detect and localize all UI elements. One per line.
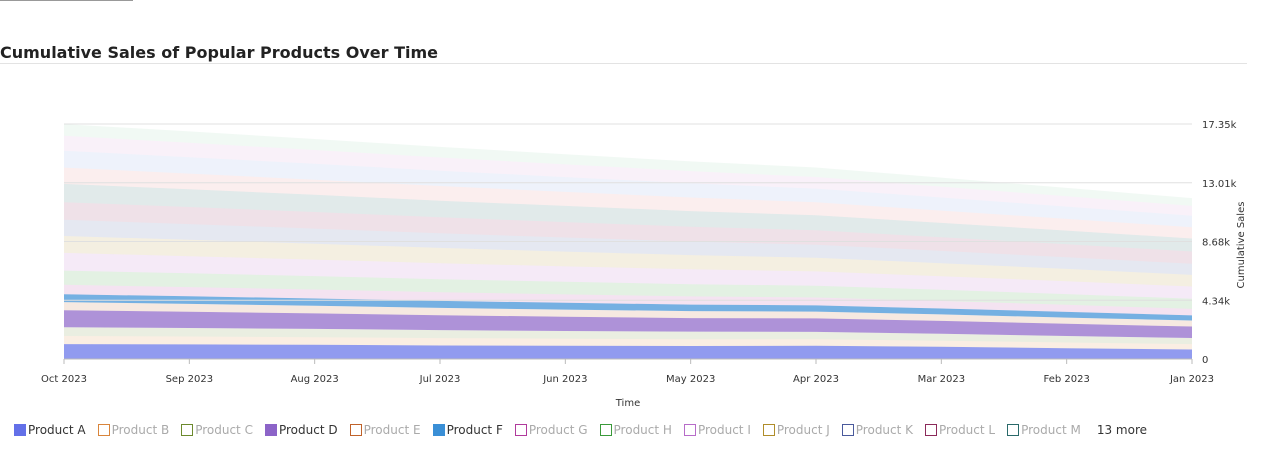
legend-more-button[interactable]: 13 more — [1096, 423, 1147, 437]
legend-swatch — [97, 424, 110, 436]
legend-swatch — [349, 424, 362, 436]
legend-item-product-l[interactable]: Product L — [925, 423, 995, 437]
chart-title: Cumulative Sales of Popular Products Ove… — [0, 43, 438, 62]
legend-label: Product L — [939, 423, 996, 437]
x-tick-label: Mar 2023 — [918, 374, 966, 385]
area-series-product-c[interactable] — [64, 327, 1192, 345]
legend-swatch — [181, 424, 194, 436]
series-areas — [64, 124, 1192, 359]
x-axis: Oct 2023 Sep 2023 Aug 2023 Jul 2023 Jun 2023… — [41, 358, 1214, 385]
legend-label: Product F — [446, 423, 503, 437]
legend-item-product-j[interactable]: Product J — [762, 423, 830, 437]
legend-item-product-b[interactable]: Product B — [97, 423, 170, 437]
area-series-product-f[interactable] — [64, 294, 1192, 321]
legend-label: Product K — [855, 423, 914, 437]
legend-label: Product C — [195, 423, 253, 437]
legend-label: Product M — [1021, 423, 1081, 437]
legend-swatch — [925, 424, 938, 436]
legend-item-product-a[interactable]: Product A — [14, 423, 86, 437]
legend-item-product-h[interactable]: Product H — [599, 423, 672, 437]
legend-swatch — [683, 424, 696, 436]
x-tick-label: Oct 2023 — [41, 374, 87, 385]
legend-swatch — [1007, 424, 1020, 436]
x-axis-label: Time — [615, 398, 640, 409]
area-series-extra-14[interactable] — [64, 150, 1192, 228]
x-tick-label: Jun 2023 — [542, 374, 587, 385]
legend-label: Product J — [776, 423, 830, 437]
area-series-product-k[interactable] — [64, 219, 1192, 275]
y-tick-label: 17.35k — [1202, 120, 1237, 131]
area-series-product-d[interactable] — [64, 310, 1192, 338]
y-tick-label: 0 — [1202, 355, 1208, 366]
area-series-product-j[interactable] — [64, 236, 1192, 287]
area-series-product-i[interactable] — [64, 252, 1192, 299]
legend-swatch — [841, 424, 854, 436]
legend-label: Product A — [28, 423, 86, 437]
y-tick-label: 8.68k — [1202, 238, 1230, 249]
y-tick-label: 13.01k — [1202, 179, 1237, 190]
x-tick-label: May 2023 — [666, 374, 715, 385]
legend-swatch — [762, 424, 775, 436]
legend-label: Product E — [363, 423, 421, 437]
x-tick-label: Feb 2023 — [1043, 374, 1089, 385]
y-tick-label: 4.34k — [1202, 296, 1230, 307]
area-series-product-m[interactable] — [64, 183, 1192, 252]
area-series-extra-15[interactable] — [64, 135, 1192, 216]
y-axis: 0 4.34k 8.68k 13.01k 17.35k — [1202, 120, 1237, 366]
area-series-extra-13[interactable] — [64, 167, 1192, 239]
x-tick-label: Apr 2023 — [793, 374, 839, 385]
legend-label: Product H — [613, 423, 672, 437]
x-tick-label: Jul 2023 — [419, 374, 461, 385]
legend-item-product-c[interactable]: Product C — [181, 423, 253, 437]
legend-item-product-g[interactable]: Product G — [514, 423, 588, 437]
area-series-product-e[interactable] — [64, 302, 1192, 327]
area-series-extra-16[interactable] — [64, 124, 1192, 206]
legend-item-product-e[interactable]: Product E — [349, 423, 421, 437]
x-tick-label: Aug 2023 — [291, 374, 339, 385]
legend-item-product-d[interactable]: Product D — [264, 423, 338, 437]
legend-label: Product G — [528, 423, 588, 437]
legend-item-product-f[interactable]: Product F — [432, 423, 503, 437]
area-series-product-h[interactable] — [64, 270, 1192, 309]
x-tick-label: Sep 2023 — [166, 374, 213, 385]
legend-label: Product I — [697, 423, 751, 437]
legend-swatch — [432, 424, 445, 436]
top-divider — [0, 0, 133, 1]
legend: Product A Product B Product C Product D Prod… — [14, 423, 1147, 437]
area-series-product-b[interactable] — [64, 336, 1192, 350]
legend-item-product-i[interactable]: Product I — [683, 423, 751, 437]
legend-swatch — [599, 424, 612, 436]
legend-item-product-k[interactable]: Product K — [841, 423, 914, 437]
y-axis-label: Cumulative Sales — [1236, 202, 1247, 289]
legend-label: Product B — [111, 423, 170, 437]
area-series-product-l[interactable] — [64, 202, 1192, 264]
legend-item-product-m[interactable]: Product M — [1007, 423, 1081, 437]
x-tick-label: Jan 2023 — [1169, 374, 1214, 385]
area-series-product-a[interactable] — [64, 344, 1192, 359]
legend-swatch — [264, 424, 277, 436]
legend-label: Product D — [278, 423, 338, 437]
legend-swatch — [514, 424, 527, 436]
legend-swatch — [14, 424, 26, 436]
title-divider — [0, 63, 1247, 64]
